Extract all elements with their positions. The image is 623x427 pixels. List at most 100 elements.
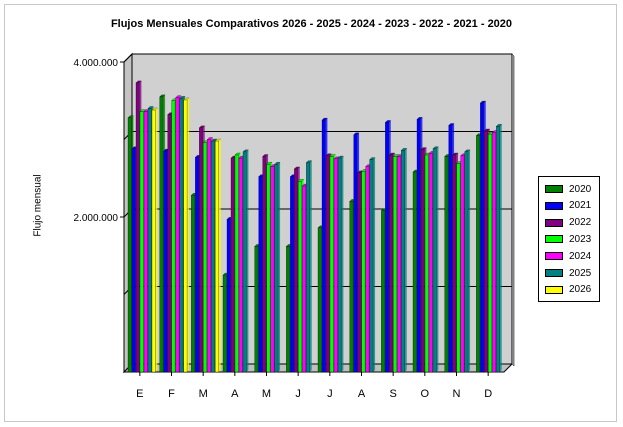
bar-2020-1 (159, 96, 164, 373)
bar-2024-11 (492, 132, 496, 373)
bar-2022-5 (294, 168, 298, 373)
legend-item: 2023 (545, 233, 591, 245)
bar-2025-7 (369, 159, 374, 373)
chart-legend: 2020 2021 2022 2023 2024 2025 2026 (538, 176, 600, 302)
x-tick-label: J (327, 388, 333, 400)
bar-2021-2 (195, 157, 199, 373)
bar-2025-2 (211, 140, 215, 373)
bar-2020-10 (444, 156, 449, 373)
bar-side (404, 148, 407, 372)
legend-swatch (545, 218, 563, 227)
bar-side (468, 149, 471, 372)
bar-side (436, 146, 439, 372)
legend-label: 2020 (569, 183, 592, 195)
bar-2021-1 (163, 150, 168, 373)
bar-2020-0 (127, 117, 132, 373)
legend-swatch (545, 285, 563, 294)
legend-item: 2024 (545, 250, 591, 262)
bar-2020-8 (381, 210, 385, 373)
x-tick-label: D (484, 388, 492, 400)
bar-2023-1 (171, 100, 176, 373)
x-tick-label: A (358, 388, 366, 400)
bar-2020-11 (476, 135, 480, 373)
legend-swatch (545, 269, 563, 277)
bar-2020-9 (412, 171, 417, 373)
legend-label: 2023 (569, 233, 592, 245)
legend-item: 2022 (545, 217, 591, 229)
bar-2020-3 (222, 274, 227, 373)
legend-label: 2024 (569, 250, 592, 262)
bar-2024-4 (270, 166, 275, 373)
bar-2025-3 (242, 151, 247, 373)
bar-2022-6 (325, 155, 330, 373)
bar-2026-0 (151, 109, 156, 373)
bar-2024-6 (333, 158, 338, 373)
bar-2021-11 (480, 102, 484, 373)
bar-2025-1 (179, 98, 184, 373)
bar-2024-10 (460, 155, 465, 373)
legend-item: 2021 (545, 200, 591, 212)
y-tick-label: 4.000.000 (74, 58, 119, 69)
bar-2021-9 (416, 119, 421, 373)
legend-item: 2020 (545, 183, 591, 195)
plot-right-wall (511, 53, 515, 367)
bar-2025-11 (496, 126, 500, 373)
bar-2020-2 (191, 195, 195, 373)
x-tick-label: J (295, 388, 301, 400)
bar-2023-4 (266, 164, 271, 373)
bar-2023-5 (298, 181, 302, 373)
x-tick-label: E (136, 388, 143, 400)
chart-title: Flujos Mensuales Comparativos 2026 - 202… (110, 18, 513, 30)
bar-2022-1 (167, 114, 172, 373)
bar-2022-8 (389, 154, 393, 373)
legend-swatch (545, 185, 563, 193)
bar-2024-1 (175, 97, 180, 373)
bar-2024-2 (207, 139, 211, 373)
bar-2023-9 (424, 154, 429, 373)
bar-2022-10 (452, 154, 457, 373)
bar-2023-0 (139, 111, 144, 373)
bar-2023-8 (393, 156, 397, 373)
bar-2022-11 (484, 130, 488, 373)
bar-2022-0 (135, 82, 140, 373)
bar-2024-8 (397, 156, 401, 373)
bar-2024-0 (143, 111, 148, 373)
bar-2022-4 (262, 156, 267, 373)
bar-side (218, 139, 221, 372)
legend-swatch (545, 252, 563, 261)
bar-2024-5 (302, 185, 306, 373)
bar-2022-2 (199, 127, 203, 373)
x-tick-label: O (421, 388, 430, 400)
bar-side (278, 162, 281, 372)
x-tick-label: M (199, 388, 208, 400)
x-tick-label: N (453, 388, 461, 400)
bar-2025-6 (337, 157, 342, 373)
bar-side (373, 157, 376, 372)
bar-2021-4 (258, 176, 263, 373)
legend-label: 2026 (569, 284, 592, 296)
bar-2023-7 (361, 171, 366, 373)
x-tick-label: A (231, 388, 239, 400)
legend-label: 2021 (569, 200, 592, 212)
legend-label: 2025 (569, 267, 592, 279)
bar-2022-3 (230, 157, 235, 373)
bar-2023-6 (329, 156, 334, 373)
bar-2024-9 (428, 153, 433, 373)
legend-item: 2026 (545, 284, 591, 296)
legend-label: 2022 (569, 217, 592, 229)
bar-2020-6 (317, 227, 322, 373)
bar-2021-7 (353, 134, 358, 373)
bar-2026-2 (215, 140, 219, 373)
bar-2021-5 (290, 176, 294, 373)
bar-side (341, 156, 344, 372)
bar-2021-10 (448, 125, 453, 373)
bar-side (309, 160, 312, 372)
bar-2026-1 (183, 99, 188, 373)
bar-2024-7 (365, 166, 370, 373)
bar-2025-0 (147, 108, 152, 373)
bar-2025-4 (274, 164, 279, 373)
bar-2023-11 (488, 133, 492, 373)
bar-2021-8 (385, 122, 389, 373)
bar-2022-7 (357, 172, 362, 373)
x-tick-label: M (262, 388, 271, 400)
